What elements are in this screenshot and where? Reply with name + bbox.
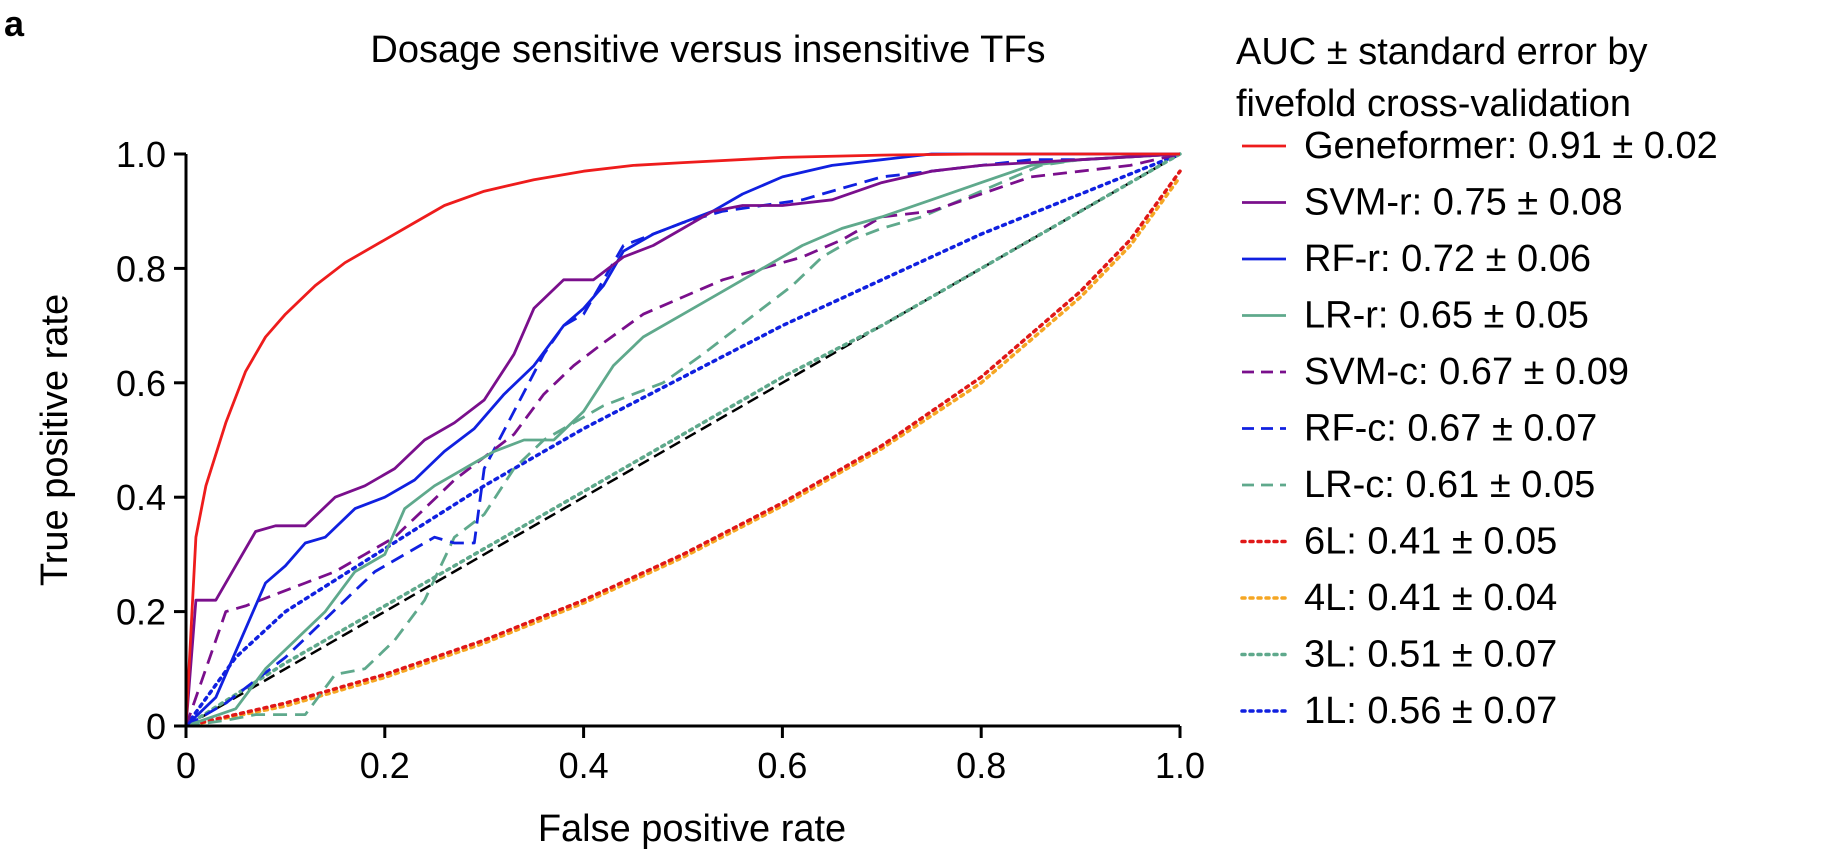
x-tick-label: 0.6 [757, 745, 807, 786]
legend-label-10: 1L: 0.56 ± 0.07 [1304, 690, 1557, 732]
legend: AUC ± standard error by fivefold cross-v… [1236, 31, 1718, 732]
legend-label-5: RF-c: 0.67 ± 0.07 [1304, 408, 1597, 450]
y-tick-label: 0.6 [116, 363, 166, 404]
legend-items: Geneformer: 0.91 ± 0.02 SVM-r: 0.75 ± 0.0… [1240, 125, 1718, 732]
x-tick-label: 0.8 [956, 745, 1006, 786]
legend-label-9: 3L: 0.51 ± 0.07 [1304, 634, 1557, 676]
panel-label: a [4, 3, 25, 44]
legend-label-0: Geneformer: 0.91 ± 0.02 [1304, 125, 1718, 167]
axes: 0 0.2 0.4 0.6 0.8 1.0 0 0.2 0.4 0.6 0.8 1.0 [116, 134, 1205, 786]
series-line-8 [184, 175, 1182, 728]
y-axis-label: True positive rate [34, 294, 76, 586]
series-line-2 [185, 152, 1180, 728]
legend-title-line-2: fivefold cross-validation [1236, 83, 1631, 125]
legend-label-2: RF-r: 0.72 ± 0.06 [1304, 238, 1591, 280]
y-tick-label: 0.8 [116, 248, 166, 289]
y-tick-label: 0 [146, 706, 166, 747]
chart-title: Dosage sensitive versus insensitive TFs [370, 29, 1045, 71]
series-line-9 [184, 152, 1182, 728]
x-axis-label: False positive rate [538, 808, 846, 850]
series-line-1 [184, 152, 1181, 727]
y-tick-label: 1.0 [116, 134, 166, 175]
x-tick-label: 0.2 [360, 745, 410, 786]
series-line-5 [185, 152, 1181, 728]
legend-label-4: SVM-c: 0.67 ± 0.09 [1304, 351, 1629, 393]
x-ticks: 0 0.2 0.4 0.6 0.8 1.0 [176, 726, 1205, 786]
legend-label-7: 6L: 0.41 ± 0.05 [1304, 521, 1557, 563]
series-line-3 [185, 152, 1181, 728]
series-line-7 [184, 169, 1182, 728]
legend-title-line-1: AUC ± standard error by [1236, 31, 1648, 73]
series-line-6 [185, 152, 1181, 728]
legend-label-3: LR-r: 0.65 ± 0.05 [1304, 295, 1589, 337]
legend-label-8: 4L: 0.41 ± 0.04 [1304, 577, 1557, 619]
legend-label-1: SVM-r: 0.75 ± 0.08 [1304, 182, 1623, 224]
series-line-0 [184, 152, 1180, 727]
y-tick-label: 0.2 [116, 592, 166, 633]
series-line-4 [184, 152, 1181, 727]
plot-area [184, 152, 1182, 728]
y-ticks: 0 0.2 0.4 0.6 0.8 1.0 [116, 134, 186, 747]
x-tick-label: 0 [176, 745, 196, 786]
series-line-10 [184, 152, 1182, 728]
y-tick-label: 0.4 [116, 477, 166, 518]
x-tick-label: 1.0 [1155, 745, 1205, 786]
x-tick-label: 0.4 [559, 745, 609, 786]
legend-label-6: LR-c: 0.61 ± 0.05 [1304, 464, 1595, 506]
